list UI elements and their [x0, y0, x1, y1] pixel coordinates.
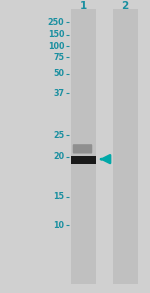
- Text: 75: 75: [54, 53, 64, 62]
- Text: 37: 37: [54, 89, 64, 98]
- Text: 15: 15: [54, 193, 64, 201]
- Text: 1: 1: [80, 1, 87, 11]
- Text: 2: 2: [122, 1, 129, 11]
- Text: 250: 250: [48, 18, 64, 26]
- Text: 150: 150: [48, 30, 64, 39]
- Bar: [112, 9, 138, 284]
- Text: 25: 25: [53, 131, 64, 140]
- Text: 100: 100: [48, 42, 64, 51]
- FancyBboxPatch shape: [73, 144, 92, 154]
- Bar: [70, 9, 96, 284]
- Text: 50: 50: [54, 69, 64, 78]
- Bar: [70, 156, 96, 164]
- Text: 20: 20: [53, 152, 64, 161]
- Text: 10: 10: [54, 221, 64, 229]
